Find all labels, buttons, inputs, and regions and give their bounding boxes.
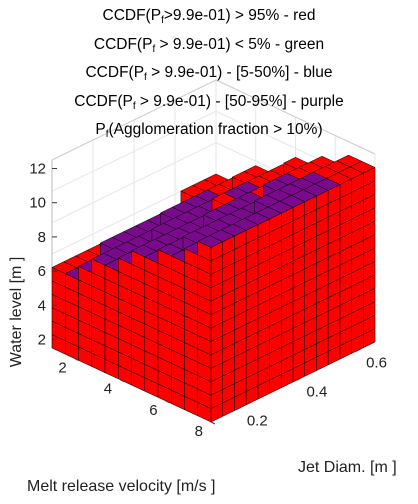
voxel-top [197,235,224,248]
title-line-3: CCDF(Pf > 9.9e-01) - [5-50%] - blue [85,64,333,83]
y-tick-label: 0.6 [366,354,387,371]
x-axis-label: Melt release velocity [m/s ] [27,478,216,495]
z-axis-label: Water level [m ] [8,257,25,368]
voxel-blocks [51,154,376,423]
y-axis-label: Jet Diam. [m ] [298,459,397,476]
grid-line [51,79,217,161]
title-line-2: CCDF(Pf > 9.9e-01) < 5% - green [93,35,325,55]
z-tick-label: 6 [38,263,46,280]
title-line-4: CCDF(Pf > 9.9e-01) - [50-95%] - purple [74,92,344,112]
title-line-1: CCDF(Pf>9.9e-01) > 95% - red [102,7,316,26]
x-tick-mark [210,421,216,425]
x-tick-label: 4 [104,381,112,398]
z-tick-label: 4 [38,297,46,314]
y-tick-mark [355,348,361,352]
x-tick-mark [74,358,79,362]
y-tick-label: 0.2 [247,412,268,429]
x-tick-mark [165,400,170,404]
y-tick-mark [236,407,242,410]
x-tick-label: 6 [149,402,157,419]
y-tick-label: 0.4 [306,383,327,400]
y-tick-mark [296,377,301,381]
z-tick-label: 8 [38,229,46,246]
z-tick-label: 2 [38,331,46,348]
grid-line [215,79,376,155]
axis-ticks: 2 4 6 8 10 12 2 4 6 8 0.2 0.4 0.6 [29,161,387,440]
x-tick-label: 2 [58,360,66,377]
z-tick-label: 10 [29,195,46,212]
chart-title: CCDF(Pf>9.9e-01) > 95% - red CCDF(Pf > 9.… [0,2,418,145]
z-tick-label: 12 [29,161,46,178]
x-tick-mark [119,379,125,383]
title-line-5: Pf(Agglomeration fraction > 10%) [95,121,323,140]
x-tick-label: 8 [195,423,203,440]
